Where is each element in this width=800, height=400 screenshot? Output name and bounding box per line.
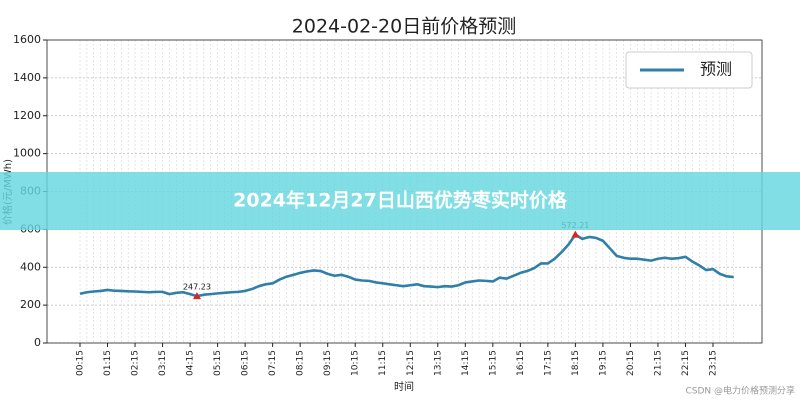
extreme-marker	[571, 230, 580, 238]
x-tick-label: 15:15	[488, 350, 498, 376]
x-tick-label: 11:15	[378, 350, 388, 376]
chart-title: 2024-02-20日前价格预测	[292, 16, 516, 38]
x-tick-label: 17:15	[543, 350, 553, 376]
x-tick-label: 01:15	[103, 350, 113, 376]
extreme-marker	[192, 292, 201, 300]
legend-box	[625, 51, 753, 89]
x-tick-label: 09:15	[323, 350, 333, 376]
y-tick-label: 1400	[13, 71, 41, 84]
x-tick-label: 23:15	[709, 350, 719, 376]
x-tick-label: 02:15	[131, 350, 141, 376]
x-tick-label: 21:15	[653, 350, 663, 376]
x-tick-label: 04:15	[186, 350, 196, 376]
x-tick-label: 12:15	[406, 350, 416, 376]
y-tick-label: 1200	[13, 109, 41, 122]
x-tick-label: 10:15	[351, 350, 361, 376]
x-tick-label: 14:15	[461, 350, 471, 376]
y-tick-label: 1600	[13, 33, 41, 46]
y-tick-label: 400	[20, 260, 41, 273]
x-tick-label: 22:15	[681, 350, 691, 376]
x-tick-label: 00:15	[76, 350, 86, 376]
legend-label: 预测	[700, 60, 732, 79]
x-tick-label: 07:15	[268, 350, 278, 376]
y-tick-label: 200	[20, 298, 41, 311]
banner-band	[0, 172, 800, 230]
y-tick-label: 1000	[13, 147, 41, 160]
x-tick-label: 16:15	[516, 350, 526, 376]
x-tick-label: 06:15	[241, 350, 251, 376]
y-tick-label: 0	[34, 336, 41, 349]
x-tick-label: 20:15	[626, 350, 636, 376]
x-tick-label: 18:15	[571, 350, 581, 376]
x-axis-label: 时间	[394, 380, 414, 393]
x-tick-label: 03:15	[158, 350, 168, 376]
x-tick-label: 19:15	[598, 350, 608, 376]
extreme-label: 247.23	[183, 283, 211, 292]
x-tick-label: 05:15	[213, 350, 223, 376]
series-line	[79, 233, 734, 298]
watermark: CSDN @电力价格预测分享	[685, 385, 795, 397]
x-tick-label: 08:15	[296, 350, 306, 376]
banner-text: 2024年12月27日山西优势枣实时价格	[233, 189, 568, 212]
x-tick-label: 13:15	[433, 350, 443, 376]
